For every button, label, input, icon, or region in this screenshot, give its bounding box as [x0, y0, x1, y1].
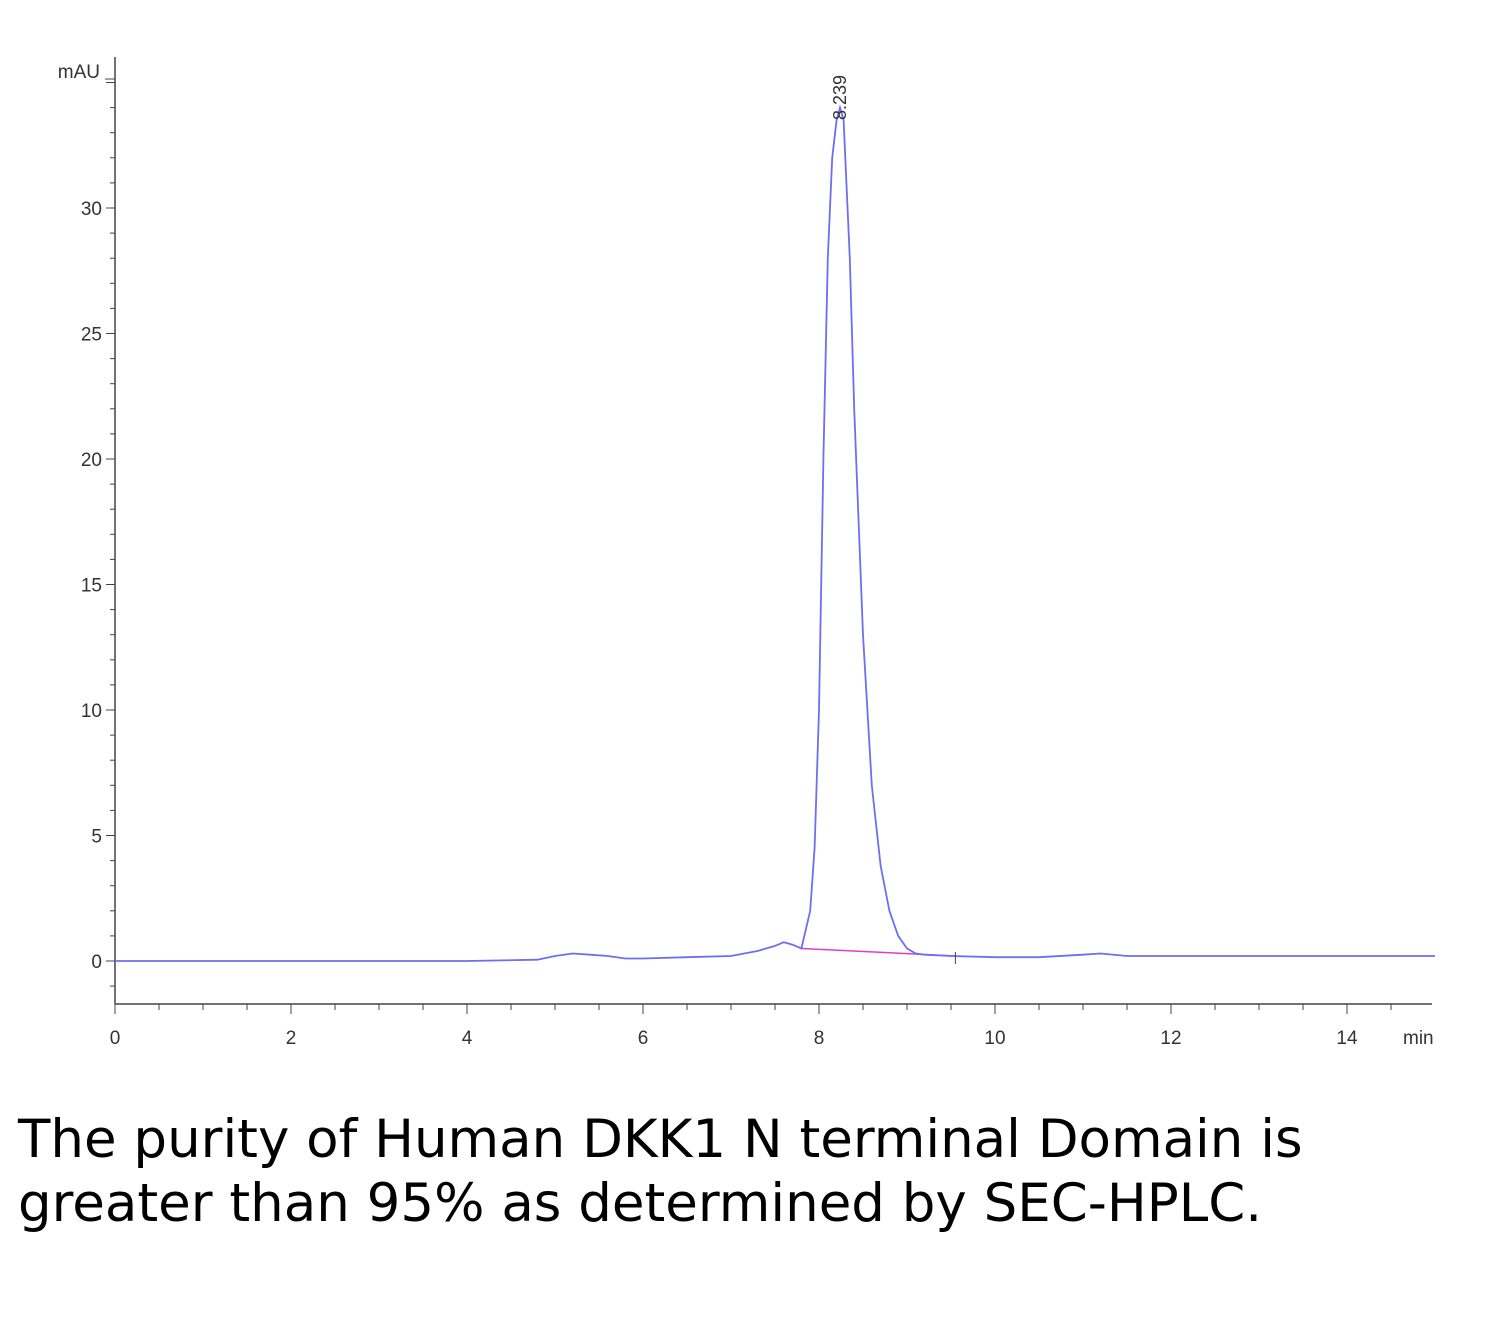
x-axis-unit: min	[1403, 1028, 1434, 1049]
chromatogram-trace	[115, 104, 1435, 962]
x-tick-label: 14	[1336, 1028, 1358, 1049]
x-tick-label: 2	[286, 1028, 297, 1049]
x-axis: 0 2 4 6 8 10 12 14	[110, 1003, 1432, 1049]
figure-caption: The purity of Human DKK1 N terminal Doma…	[18, 1109, 1303, 1234]
y-axis: 0 5 10 15 20 25 30	[81, 57, 116, 1004]
y-tick-label: 10	[81, 701, 102, 722]
peak-label: 8.239	[830, 75, 850, 120]
x-tick-label: 4	[462, 1028, 473, 1049]
x-tick-label: 0	[110, 1028, 121, 1049]
x-tick-label: 12	[1160, 1028, 1181, 1049]
y-tick-label: 5	[91, 827, 102, 848]
x-tick-label: 6	[638, 1028, 649, 1049]
chromatogram-chart: 0 5 10 15 20 25 30 0 2 4 6 8 10 12 14 mAU min 8.239	[58, 57, 1435, 1049]
y-tick-label: 30	[81, 199, 102, 220]
y-tick-label: 20	[81, 450, 102, 471]
x-tick-label: 10	[984, 1028, 1005, 1049]
peak-labels: 8.239	[830, 75, 850, 120]
y-tick-label: 15	[81, 576, 102, 597]
y-tick-label: 25	[81, 325, 102, 346]
y-axis-unit: mAU	[58, 62, 100, 83]
x-tick-label: 8	[814, 1028, 825, 1049]
y-tick-label: 0	[91, 952, 102, 973]
